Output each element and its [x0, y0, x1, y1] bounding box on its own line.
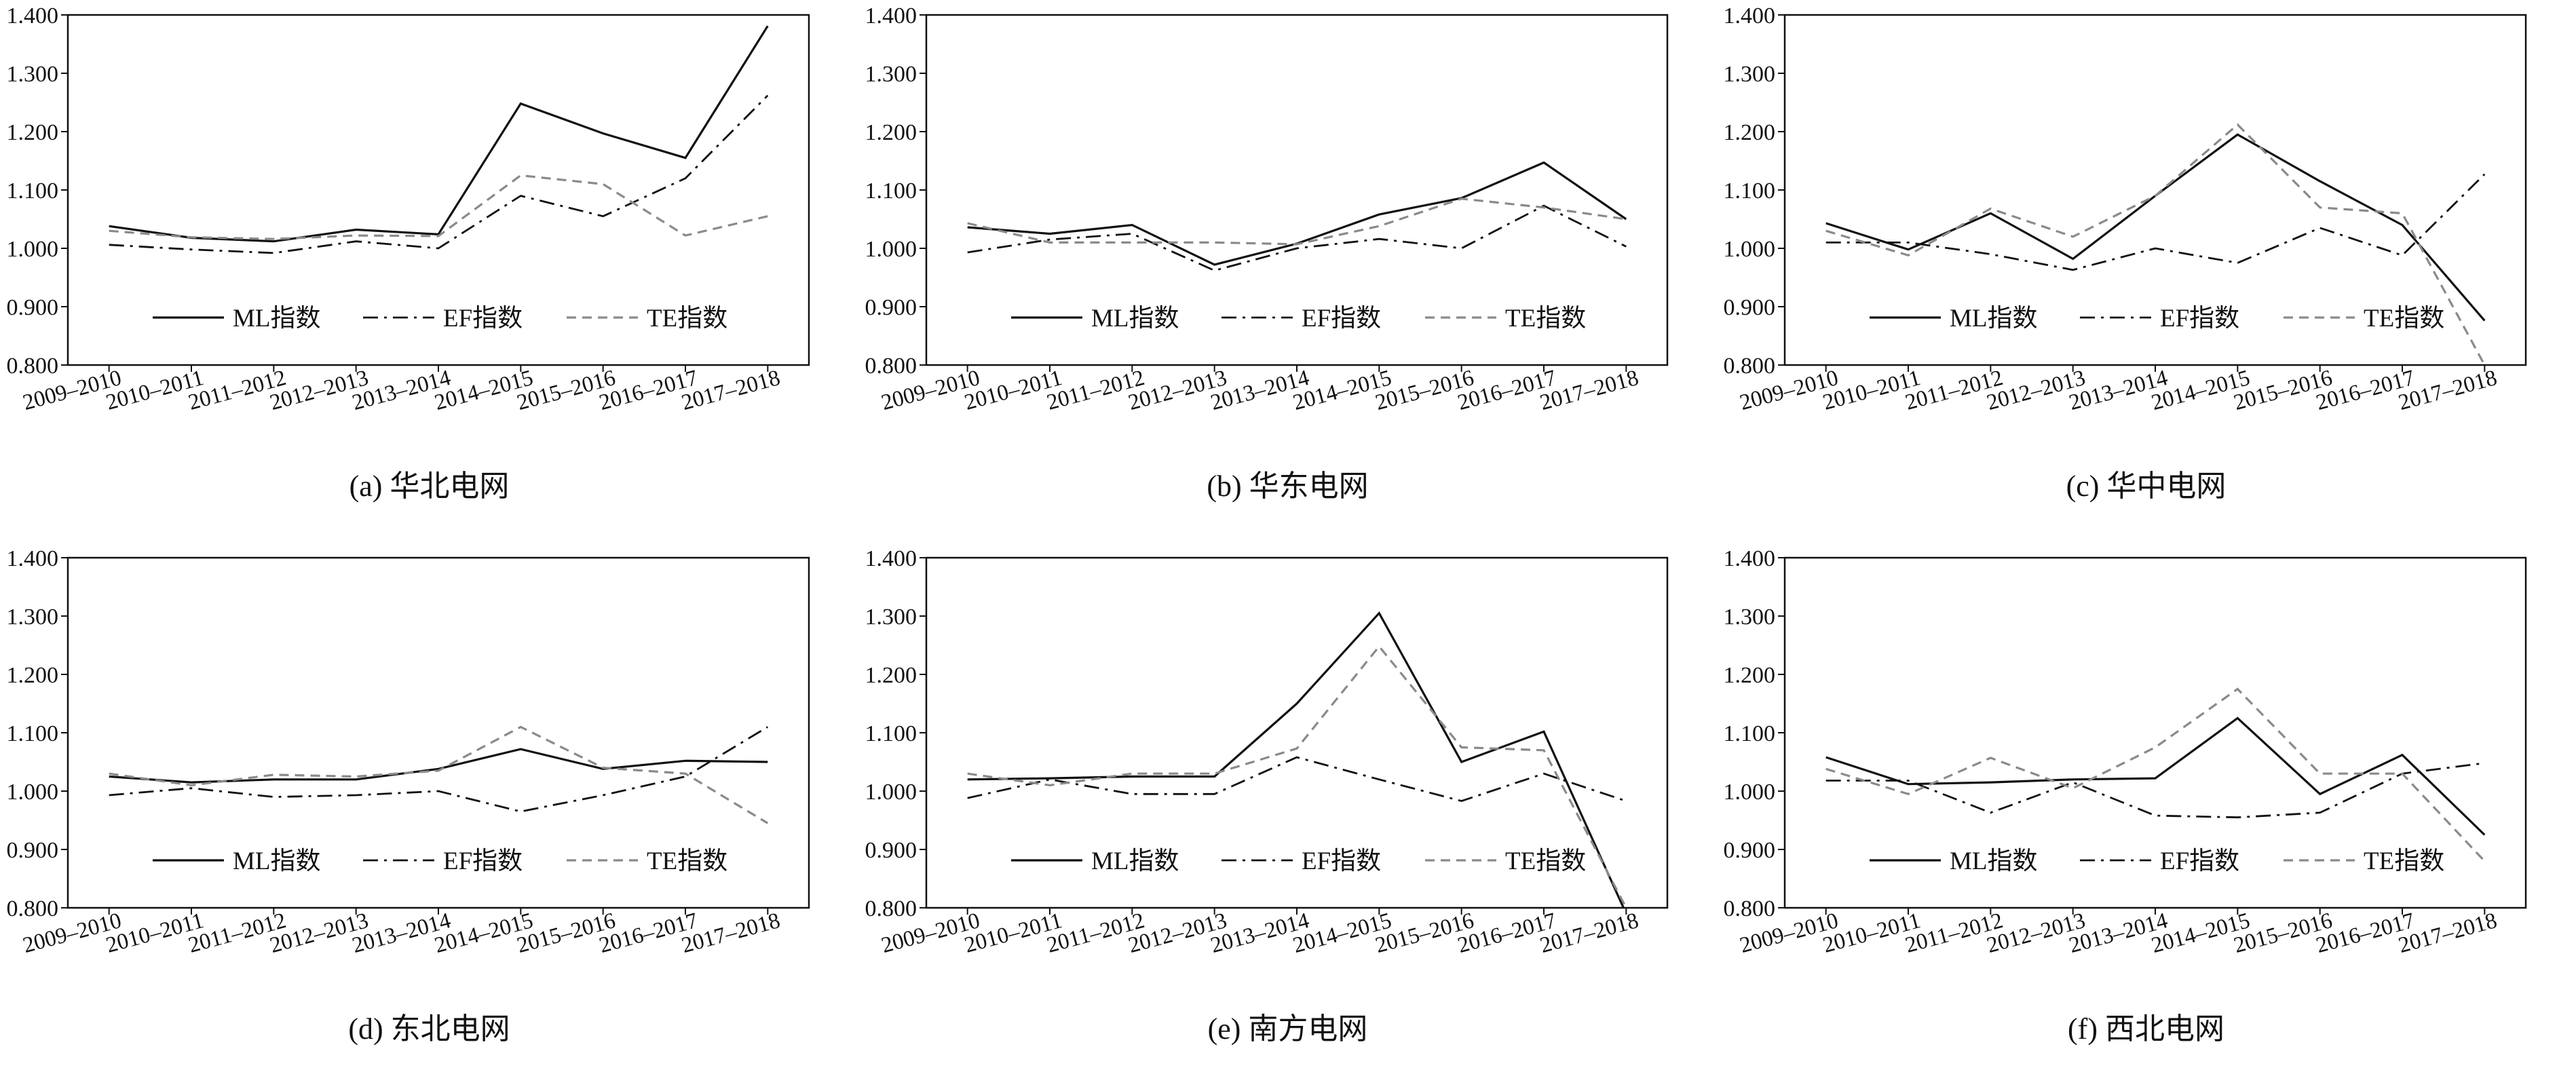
y-tick-label-c-1: 0.900: [1724, 295, 1776, 320]
y-tick-label-d-1: 0.900: [7, 838, 59, 863]
series-line-e-2: [967, 645, 1627, 908]
legend-label-b-2: TE指数: [1505, 304, 1586, 332]
chart-panel-c: 0.800 0.900 1.000 1.100 1.200 1.300 1.400 2009–…: [1717, 0, 2575, 529]
y-tick-label-b-1: 0.900: [865, 295, 917, 320]
series-line-d-0: [109, 748, 768, 784]
legend-label-c-2: TE指数: [2364, 304, 2444, 332]
y-tick-label-d-0: 0.800: [7, 896, 59, 921]
y-tick-label-c-2: 1.000: [1724, 237, 1776, 262]
chart-caption-e: (e) 南方电网: [1207, 1012, 1368, 1046]
legend-label-f-0: ML指数: [1950, 847, 2038, 875]
series-line-f-1: [1825, 762, 2485, 819]
legend-label-b-1: EF指数: [1302, 304, 1381, 332]
series-line-e-0: [967, 611, 1625, 908]
y-tick-label-a-5: 1.300: [7, 62, 59, 87]
chart-panel-e: 0.800 0.900 1.000 1.100 1.200 1.300 1.400 2009–…: [858, 543, 1717, 1072]
y-tick-label-e-2: 1.000: [865, 780, 917, 805]
legend-label-d-1: EF指数: [443, 847, 523, 875]
chart-caption-a: (a) 华北电网: [349, 470, 510, 503]
series-line-a-0: [109, 25, 769, 243]
legend-label-a-0: ML指数: [233, 304, 321, 332]
legend-label-c-1: EF指数: [2160, 304, 2239, 332]
y-tick-label-f-0: 0.800: [1724, 896, 1776, 921]
series-line-d-2: [109, 725, 769, 824]
chart-caption-d: (d) 东北电网: [348, 1012, 510, 1046]
series-line-c-1: [1825, 173, 2486, 271]
y-tick-label-b-3: 1.100: [865, 178, 917, 204]
legend-label-f-2: TE指数: [2364, 847, 2444, 875]
series-line-a-1: [109, 94, 769, 254]
legend-label-d-2: TE指数: [647, 847, 727, 875]
y-tick-label-d-4: 1.200: [7, 663, 59, 688]
legend-label-a-1: EF指数: [443, 304, 523, 332]
legend-label-d-0: ML指数: [233, 847, 321, 875]
legend-label-e-1: EF指数: [1302, 847, 1381, 875]
chart-panel-d: 0.800 0.900 1.000 1.100 1.200 1.300 1.400 2009–…: [0, 543, 858, 1072]
y-tick-label-a-4: 1.200: [7, 120, 59, 145]
series-line-b-1: [967, 204, 1627, 272]
y-tick-label-f-6: 1.400: [1724, 546, 1776, 571]
legend-label-f-1: EF指数: [2160, 847, 2239, 875]
y-tick-label-f-4: 1.200: [1724, 663, 1776, 688]
y-tick-label-a-1: 0.900: [7, 295, 59, 320]
y-tick-label-e-5: 1.300: [865, 605, 917, 630]
y-tick-label-d-2: 1.000: [7, 780, 59, 805]
y-tick-label-b-5: 1.300: [865, 62, 917, 87]
legend-label-a-2: TE指数: [647, 304, 727, 332]
y-tick-label-f-5: 1.300: [1724, 605, 1776, 630]
y-tick-label-f-3: 1.100: [1724, 721, 1776, 746]
legend-label-b-0: ML指数: [1091, 304, 1179, 332]
legend-label-e-2: TE指数: [1505, 847, 1586, 875]
y-tick-label-a-6: 1.400: [7, 3, 59, 28]
legend-label-e-0: ML指数: [1091, 847, 1179, 875]
chart-panel-a: 0.800 0.900 1.000 1.100 1.200 1.300 1.400 2009–…: [0, 0, 858, 529]
y-tick-label-d-5: 1.300: [7, 605, 59, 630]
y-tick-label-f-1: 0.900: [1724, 838, 1776, 863]
y-tick-label-a-0: 0.800: [7, 353, 59, 379]
y-tick-label-a-2: 1.000: [7, 237, 59, 262]
y-tick-label-e-6: 1.400: [865, 546, 917, 571]
chart-svg-e: 0.8000.9001.0001.1001.2001.3001.4002009–…: [865, 546, 1669, 958]
y-tick-label-c-0: 0.800: [1724, 353, 1776, 379]
y-tick-label-b-4: 1.200: [865, 120, 917, 145]
series-line-c-2: [1825, 123, 2486, 365]
chart-svg-c: 0.8000.9001.0001.1001.2001.3001.4002009–…: [1724, 3, 2527, 415]
y-tick-label-e-0: 0.800: [865, 896, 917, 921]
series-line-e-1: [967, 756, 1627, 803]
series-line-c-0: [1825, 133, 2486, 322]
y-tick-label-c-5: 1.300: [1724, 62, 1776, 87]
series-line-b-2: [967, 197, 1627, 246]
legend-label-c-0: ML指数: [1950, 304, 2038, 332]
y-tick-label-c-3: 1.100: [1724, 178, 1776, 204]
y-tick-label-d-6: 1.400: [7, 546, 59, 571]
y-tick-label-c-4: 1.200: [1724, 120, 1776, 145]
y-tick-label-e-4: 1.200: [865, 663, 917, 688]
chart-svg-b: 0.8000.9001.0001.1001.2001.3001.4002009–…: [865, 3, 1669, 415]
series-line-f-0: [1825, 716, 2486, 836]
y-tick-label-b-2: 1.000: [865, 237, 917, 262]
y-tick-label-c-6: 1.400: [1724, 3, 1776, 28]
y-tick-label-e-3: 1.100: [865, 721, 917, 746]
series-line-f-2: [1825, 687, 2486, 862]
y-tick-label-e-1: 0.900: [865, 838, 917, 863]
chart-panel-f: 0.800 0.900 1.000 1.100 1.200 1.300 1.400 2009–…: [1717, 543, 2575, 1072]
y-tick-label-a-3: 1.100: [7, 178, 59, 204]
chart-caption-f: (f) 西北电网: [2068, 1012, 2224, 1046]
chart-caption-c: (c) 华中电网: [2066, 470, 2227, 503]
chart-caption-b: (b) 华东电网: [1207, 470, 1369, 503]
y-tick-label-b-0: 0.800: [865, 353, 917, 379]
chart-svg-d: 0.8000.9001.0001.1001.2001.3001.4002009–…: [7, 546, 810, 958]
series-line-d-1: [109, 726, 769, 813]
chart-panel-b: 0.800 0.900 1.000 1.100 1.200 1.300 1.400 2009–…: [858, 0, 1717, 529]
y-tick-label-f-2: 1.000: [1724, 780, 1776, 805]
series-line-a-2: [109, 174, 768, 240]
chart-svg-a: 0.8000.9001.0001.1001.2001.3001.4002009–…: [7, 3, 810, 415]
y-tick-label-d-3: 1.100: [7, 721, 59, 746]
y-tick-label-b-6: 1.400: [865, 3, 917, 28]
chart-svg-f: 0.8000.9001.0001.1001.2001.3001.4002009–…: [1724, 546, 2527, 958]
